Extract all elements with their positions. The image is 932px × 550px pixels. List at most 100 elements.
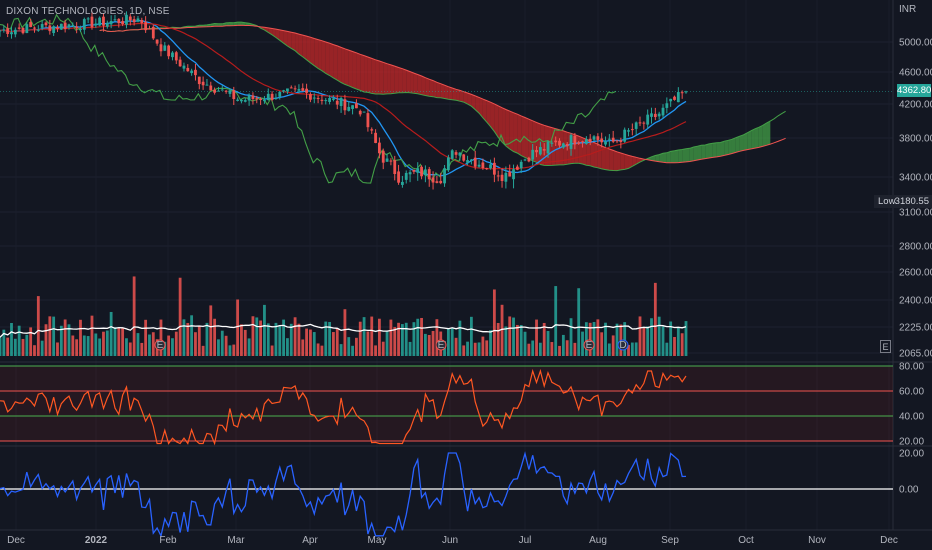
candle-body (255, 98, 259, 100)
volume-bar (21, 338, 25, 356)
volume-bar (79, 319, 82, 356)
volume-bar (366, 331, 370, 356)
candle-body (519, 161, 523, 169)
volume-bar (144, 319, 148, 356)
candle-body (473, 157, 477, 167)
candle-body (40, 24, 44, 28)
price-tick-label: 2600.00 (899, 268, 932, 279)
cloud-segment (482, 99, 487, 123)
candle-body (397, 171, 400, 183)
volume-bar (462, 345, 466, 356)
volume-bar (29, 327, 33, 356)
cloud-segment (237, 22, 242, 26)
candle-body (500, 174, 504, 181)
candle-body (178, 59, 182, 67)
candle-body (443, 168, 446, 184)
cloud-segment (417, 74, 422, 95)
volume-bar (197, 326, 201, 356)
volume-bar (581, 331, 584, 356)
volume-bar (351, 345, 354, 356)
candle-body (247, 95, 251, 101)
cloud-segment (448, 86, 453, 100)
price-tick-label: 4200.00 (899, 100, 932, 111)
candle-body (604, 141, 607, 145)
volume-bar (653, 282, 657, 356)
volume-bar (592, 322, 596, 356)
candle-body (102, 16, 105, 26)
symbol-title[interactable]: DIXON TECHNOLOGIES, 1D, NSE (6, 6, 170, 17)
cloud-segment (705, 143, 709, 159)
cloud-segment (716, 142, 721, 157)
cloud-segment (728, 139, 732, 155)
cloud-segment (344, 48, 349, 86)
candle-body (531, 149, 535, 160)
volume-bar (615, 323, 619, 356)
candle-body (619, 140, 623, 143)
candle-body (320, 99, 324, 101)
candle-body (646, 114, 650, 125)
volume-bar (607, 343, 611, 356)
volume-bar (105, 330, 109, 356)
cloud-segment (333, 44, 338, 81)
candle-body (171, 52, 174, 58)
candle-body (542, 149, 546, 151)
time-tick-label: Mar (227, 535, 245, 546)
rsi-tick-label: 20.00 (899, 437, 924, 448)
candle-body (33, 27, 36, 29)
cloud-segment (329, 43, 334, 78)
cloud-segment (413, 73, 418, 94)
volume-bar (638, 316, 642, 356)
volume-bar (213, 318, 217, 356)
volume-bar (320, 345, 324, 356)
volume-bar (94, 333, 98, 356)
candle-body (251, 95, 255, 99)
rsi-tick-label: 80.00 (899, 362, 924, 373)
cloud-segment (597, 144, 602, 169)
last-price-tag: 4362.80 (897, 84, 932, 97)
cloud-segment (440, 83, 445, 99)
volume-bar (401, 324, 404, 356)
price-tick-label: 3400.00 (899, 173, 932, 184)
volume-bar (293, 317, 297, 356)
cloud-segment (452, 88, 457, 101)
candle-body (13, 29, 17, 35)
candle-body (642, 122, 646, 124)
volume-bar (538, 342, 542, 356)
cloud-segment (494, 103, 499, 138)
volume-bar (558, 345, 561, 356)
candle-body (266, 93, 270, 101)
cloud-segment (578, 136, 583, 164)
cloud-segment (594, 142, 598, 168)
candle-body (523, 159, 527, 161)
cloud-segment (459, 90, 464, 103)
candle-body (527, 157, 531, 162)
candle-body (140, 20, 144, 24)
event-marker-label: E (586, 340, 593, 351)
volume-bar (584, 322, 588, 356)
candle-body (128, 16, 132, 21)
cloud-segment (747, 130, 752, 150)
volume-bar (167, 335, 171, 356)
price-tick-label: 2800.00 (899, 242, 932, 253)
volume-bar (301, 339, 305, 356)
volume-bar (489, 330, 492, 356)
candle-body (673, 96, 676, 100)
volume-bar (297, 323, 301, 356)
volume-bar (355, 337, 358, 356)
volume-bar (604, 322, 607, 356)
volume-bar (56, 342, 59, 356)
candle-body (36, 29, 40, 31)
price-tick-label: 2225.00 (899, 323, 932, 334)
candle-body (197, 76, 201, 85)
candle-body (136, 18, 140, 22)
earnings-event-icon[interactable]: E (880, 340, 891, 353)
candle-body (297, 89, 301, 91)
volume-bar (148, 334, 151, 356)
cloud-segment (394, 66, 399, 94)
candle-body (684, 91, 688, 93)
volume-bar (178, 277, 182, 356)
candle-body (29, 22, 33, 28)
volume-bar (44, 324, 48, 356)
candle-body (378, 142, 381, 154)
